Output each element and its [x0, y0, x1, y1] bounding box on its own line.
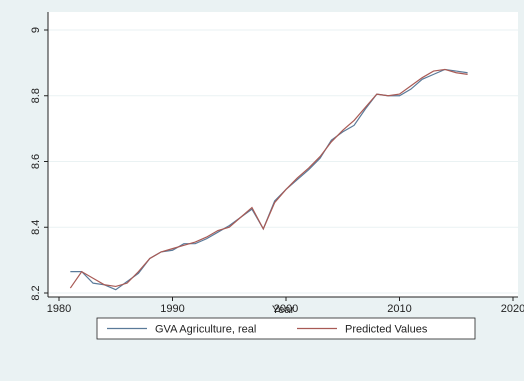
series-line [69, 68, 468, 289]
y-tick-label: 8.2 [30, 285, 42, 300]
legend-label: GVA Agriculture, real [155, 323, 256, 335]
x-tick-label: 1980 [47, 303, 71, 315]
legend-box [96, 317, 476, 340]
x-axis-title: Year [272, 304, 295, 316]
legend-label: Predicted Values [345, 323, 428, 335]
y-tick-label: 8.4 [30, 220, 42, 235]
x-tick-label: 2020 [501, 303, 524, 315]
plot-area [48, 12, 518, 297]
x-tick-label: 1990 [160, 303, 184, 315]
x-tick-label: 2010 [387, 303, 411, 315]
y-tick-label: 8.6 [30, 154, 42, 169]
x-tick-label: 2000 [274, 303, 298, 315]
y-tick-label: 8.8 [30, 88, 42, 103]
y-tick-label: 9 [30, 27, 42, 33]
